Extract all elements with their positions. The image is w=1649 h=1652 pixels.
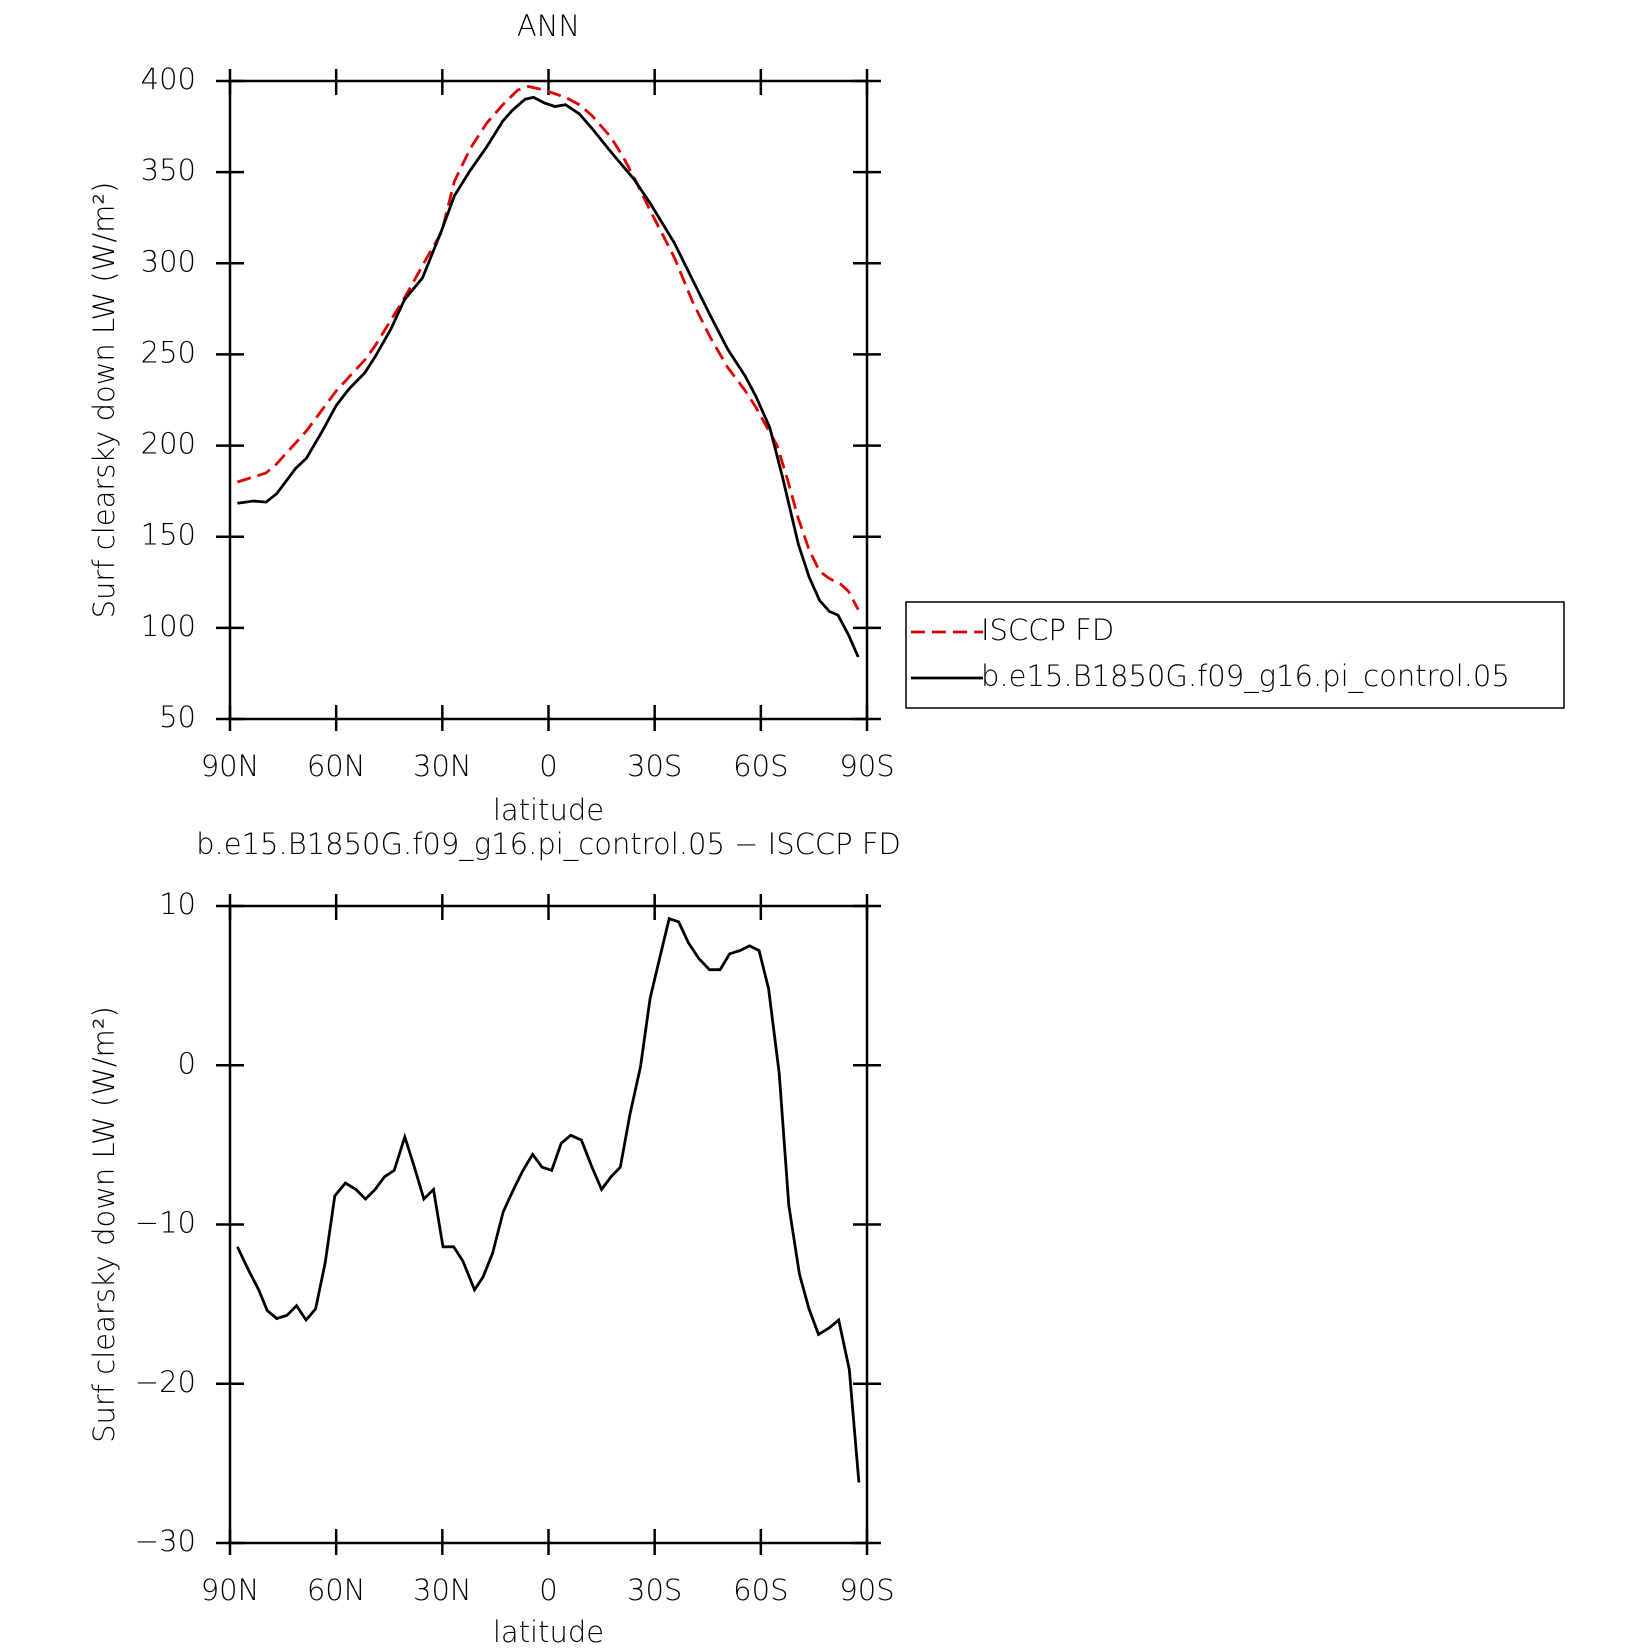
chart-title: ANN bbox=[517, 9, 580, 43]
y-tick-label: 100 bbox=[141, 609, 196, 643]
y-tick-label: 300 bbox=[141, 244, 196, 278]
x-tick-label: 60N bbox=[307, 1573, 366, 1607]
legend-label: b.e15.B1850G.f09_g16.pi_control.05 bbox=[981, 659, 1510, 694]
data-line bbox=[236, 85, 860, 611]
data-line bbox=[236, 916, 861, 1483]
legend-label: ISCCP FD bbox=[981, 613, 1114, 647]
x-tick-label: 60S bbox=[733, 1573, 788, 1607]
y-axis-label: Surf clearsky down LW (W/m²) bbox=[87, 182, 121, 619]
x-tick-label: 0 bbox=[539, 1573, 557, 1607]
x-tick-label: 0 bbox=[539, 749, 557, 783]
x-tick-label: 90N bbox=[201, 749, 260, 783]
chart-title: b.e15.B1850G.f09_g16.pi_control.05 − ISC… bbox=[196, 827, 901, 862]
x-tick-label: 90N bbox=[201, 1573, 260, 1607]
y-tick-label: 250 bbox=[141, 335, 196, 369]
y-tick-label: −10 bbox=[135, 1206, 196, 1240]
y-tick-label: 10 bbox=[159, 887, 196, 921]
x-tick-label: 90S bbox=[839, 749, 894, 783]
x-tick-label: 30N bbox=[413, 1573, 472, 1607]
y-tick-label: 200 bbox=[141, 427, 196, 461]
y-axis-label: Surf clearsky down LW (W/m²) bbox=[87, 1006, 121, 1443]
x-axis-label: latitude bbox=[493, 793, 604, 827]
x-tick-label: 90S bbox=[839, 1573, 894, 1607]
data-line bbox=[237, 95, 860, 658]
x-tick-label: 30N bbox=[413, 749, 472, 783]
y-tick-label: 0 bbox=[178, 1046, 196, 1080]
x-tick-label: 60S bbox=[733, 749, 788, 783]
x-tick-label: 30S bbox=[627, 749, 682, 783]
y-tick-label: −30 bbox=[135, 1524, 196, 1558]
x-tick-label: 60N bbox=[307, 749, 366, 783]
legend-box bbox=[905, 601, 1565, 709]
y-tick-label: 400 bbox=[141, 62, 196, 96]
y-tick-label: 350 bbox=[141, 153, 196, 187]
x-axis-label: latitude bbox=[493, 1615, 604, 1649]
y-tick-label: 50 bbox=[159, 700, 196, 734]
y-tick-label: −20 bbox=[135, 1365, 196, 1399]
plot-frame bbox=[228, 79, 869, 721]
y-tick-label: 150 bbox=[141, 518, 196, 552]
x-tick-label: 30S bbox=[627, 1573, 682, 1607]
